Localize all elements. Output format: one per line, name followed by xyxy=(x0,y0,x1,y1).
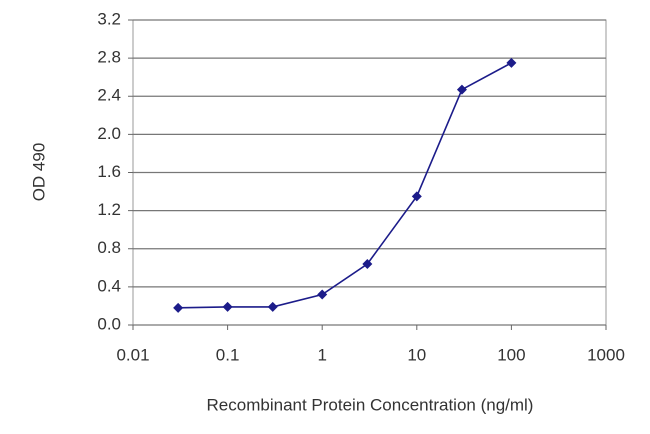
x-axis-label: Recombinant Protein Concentration (ng/ml… xyxy=(207,395,534,414)
y-axis-label: OD 490 xyxy=(29,143,48,202)
y-tick-label: 3.2 xyxy=(97,9,121,28)
marker xyxy=(506,57,517,68)
y-tick-label: 0.8 xyxy=(97,238,121,257)
y-tick-label: 2.0 xyxy=(97,124,121,143)
marker xyxy=(267,301,278,312)
marker xyxy=(317,289,328,300)
line xyxy=(178,62,512,309)
x-tick-label: 1 xyxy=(317,345,326,364)
y-tick-label: 2.8 xyxy=(97,48,121,67)
marker xyxy=(173,302,184,313)
x-tick-label: 100 xyxy=(497,345,525,364)
y-tick-label: 1.2 xyxy=(97,200,121,219)
x-tick-label: 0.1 xyxy=(216,345,240,364)
marker xyxy=(456,84,467,95)
x-tick-label: 1000 xyxy=(587,345,625,364)
x-tick-label: 10 xyxy=(407,345,426,364)
marker xyxy=(411,191,422,202)
x-tick-label: 0.01 xyxy=(116,345,149,364)
y-tick-label: 0.4 xyxy=(97,276,121,295)
marker xyxy=(222,301,233,312)
y-tick-label: 2.4 xyxy=(97,86,121,105)
marker xyxy=(362,259,373,269)
y-tick-label: 0.0 xyxy=(97,314,121,333)
y-tick-label: 1.6 xyxy=(97,162,121,181)
